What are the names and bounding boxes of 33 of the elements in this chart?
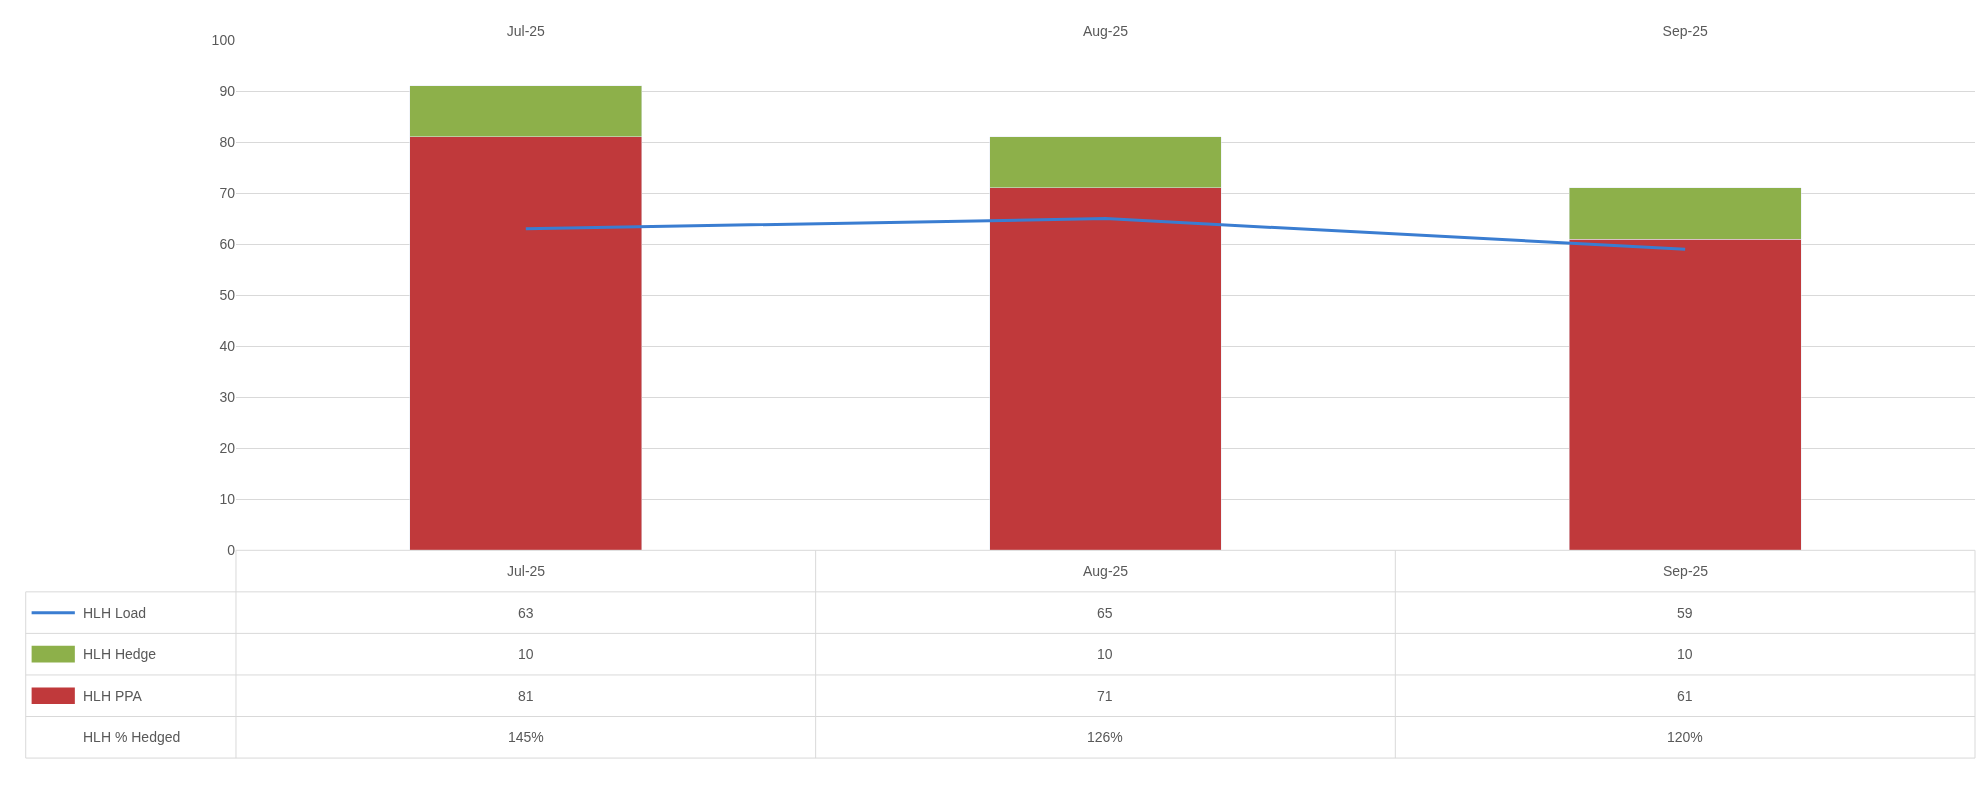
x-tick-label: Jul-25: [506, 23, 546, 40]
y-tick-label: 30: [219, 389, 236, 406]
x-tick-label: Aug-25: [1082, 23, 1129, 40]
text: HLH % Hedged: [83, 729, 181, 745]
category-label: Aug-25: [1083, 563, 1129, 579]
text: 126%: [1087, 729, 1123, 745]
data-label: 71: [1097, 688, 1113, 704]
y-tick-label: 70: [219, 184, 236, 201]
category-label: Sep-25: [1663, 563, 1709, 579]
y-tick-label: 0: [227, 542, 236, 559]
y-tick-label: 40: [219, 338, 236, 355]
category-label: Jul-25: [507, 563, 546, 579]
legend-label: HLH Load: [83, 605, 147, 621]
legend-label: HLH PPA: [83, 688, 143, 704]
y-tick-label: 10: [219, 491, 236, 508]
text: 120%: [1667, 729, 1703, 745]
y-tick-label: 100: [211, 31, 236, 48]
data-label: 63: [518, 605, 534, 621]
data-label: 10: [518, 646, 534, 662]
y-tick-label: 50: [219, 287, 236, 304]
text: 145%: [508, 729, 544, 745]
legend-label: HLH Hedge: [83, 646, 157, 662]
data-label: 81: [518, 688, 534, 704]
data-label: 59: [1677, 605, 1693, 621]
data-label: 10: [1097, 646, 1113, 662]
data-label: 65: [1097, 605, 1113, 621]
y-tick-label: 90: [219, 82, 236, 99]
y-tick-label: 80: [219, 133, 236, 150]
y-tick-label: 20: [219, 440, 236, 457]
y-tick-label: 60: [219, 236, 236, 253]
data-label: 61: [1677, 688, 1693, 704]
data-label: 10: [1677, 646, 1693, 662]
x-tick-label: Sep-25: [1662, 23, 1708, 40]
